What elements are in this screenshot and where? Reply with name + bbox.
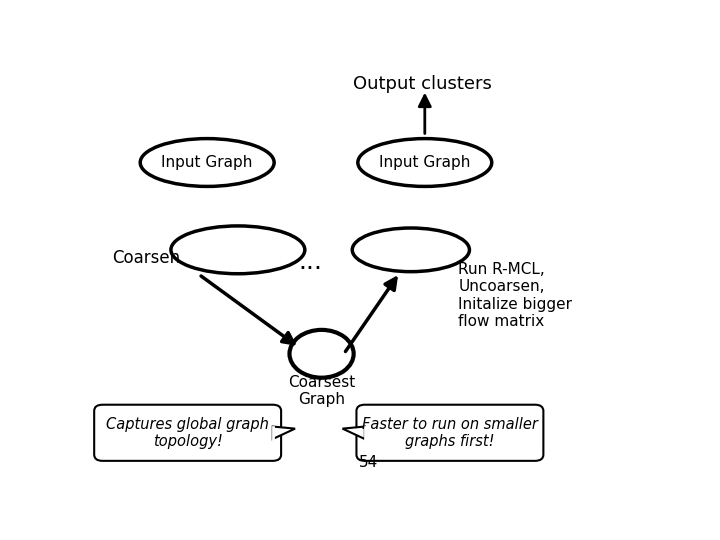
Polygon shape	[273, 427, 295, 439]
Text: Input Graph: Input Graph	[161, 155, 253, 170]
Text: Run R-MCL,
Uncoarsen,
Initalize bigger
flow matrix: Run R-MCL, Uncoarsen, Initalize bigger f…	[459, 262, 572, 329]
Text: Output clusters: Output clusters	[353, 75, 492, 92]
Polygon shape	[343, 427, 365, 439]
Text: Coarsen: Coarsen	[112, 249, 181, 267]
Text: Input Graph: Input Graph	[379, 155, 470, 170]
Text: 54: 54	[359, 455, 379, 470]
Text: ...: ...	[298, 251, 323, 274]
Text: Captures global graph
topology!: Captures global graph topology!	[107, 416, 269, 449]
Text: Faster to run on smaller
graphs first!: Faster to run on smaller graphs first!	[362, 416, 538, 449]
Text: Coarsest
Graph: Coarsest Graph	[288, 375, 355, 407]
